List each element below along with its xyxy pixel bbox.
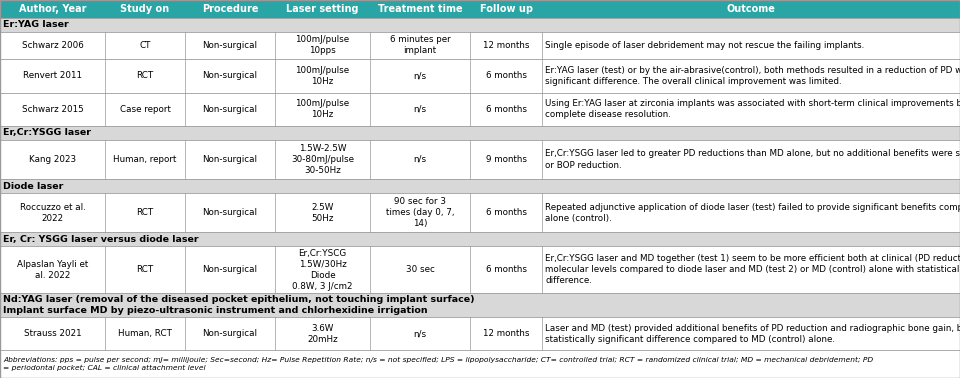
Text: Laser and MD (test) provided additional benefits of PD reduction and radiographi: Laser and MD (test) provided additional … [545,324,960,344]
Bar [0,126,960,140]
Text: Diode laser: Diode laser [3,181,63,191]
Text: 6 months: 6 months [486,208,526,217]
Text: Er, Cr: YSGG laser versus diode laser: Er, Cr: YSGG laser versus diode laser [3,235,199,244]
Text: Case report: Case report [120,105,171,114]
Text: Single episode of laser debridement may not rescue the failing implants.: Single episode of laser debridement may … [545,41,864,50]
Text: Study on: Study on [120,4,170,14]
Text: 6 months: 6 months [486,71,526,80]
Bar [0,293,960,317]
Text: Abbreviations: pps = pulse per second; mJ= millijoule; Sec=second; Hz= Pulse Rep: Abbreviations: pps = pulse per second; m… [3,357,874,371]
Text: Alpaslan Yayli et
al. 2022: Alpaslan Yayli et al. 2022 [17,260,88,280]
Bar [0,0,960,18]
Text: Non-surgical: Non-surgical [203,155,257,164]
Text: Er,Cr:YSGG laser led to greater PD reductions than MD alone, but no additional b: Er,Cr:YSGG laser led to greater PD reduc… [545,149,960,169]
Text: Outcome: Outcome [727,4,776,14]
Text: Non-surgical: Non-surgical [203,105,257,114]
Text: Er,Cr:YSCG
1.5W/30Hz
Diode
0.8W, 3 J/cm2: Er,Cr:YSCG 1.5W/30Hz Diode 0.8W, 3 J/cm2 [292,249,352,291]
Text: Er,Cr:YSGG laser: Er,Cr:YSGG laser [3,129,91,137]
Text: CT: CT [139,41,151,50]
Text: 100mJ/pulse
10pps: 100mJ/pulse 10pps [296,35,349,55]
Text: 12 months: 12 months [483,329,529,338]
Bar [0,232,960,246]
Text: n/s: n/s [414,329,426,338]
Text: n/s: n/s [414,71,426,80]
Bar [0,179,960,193]
Text: Non-surgical: Non-surgical [203,265,257,274]
Text: 6 months: 6 months [486,265,526,274]
Bar [0,59,960,93]
Bar [0,140,960,179]
Bar [0,246,960,293]
Text: n/s: n/s [414,105,426,114]
Text: Non-surgical: Non-surgical [203,71,257,80]
Text: Procedure: Procedure [202,4,258,14]
Text: RCT: RCT [136,208,154,217]
Text: Non-surgical: Non-surgical [203,329,257,338]
Text: Human, RCT: Human, RCT [118,329,172,338]
Bar [0,18,960,31]
Text: 6 months: 6 months [486,105,526,114]
Bar [0,350,960,378]
Text: 90 sec for 3
times (day 0, 7,
14): 90 sec for 3 times (day 0, 7, 14) [386,197,454,228]
Bar [0,31,960,59]
Text: Author, Year: Author, Year [19,4,86,14]
Text: Follow up: Follow up [479,4,533,14]
Text: Strauss 2021: Strauss 2021 [24,329,82,338]
Text: Using Er:YAG laser at zirconia implants was associated with short-term clinical : Using Er:YAG laser at zirconia implants … [545,99,960,119]
Text: Renvert 2011: Renvert 2011 [23,71,82,80]
Text: 1.5W-2.5W
30-80mJ/pulse
30-50Hz: 1.5W-2.5W 30-80mJ/pulse 30-50Hz [291,144,354,175]
Text: 100mJ/pulse
10Hz: 100mJ/pulse 10Hz [296,99,349,119]
Text: RCT: RCT [136,71,154,80]
Text: Human, report: Human, report [113,155,177,164]
Text: Non-surgical: Non-surgical [203,41,257,50]
Text: 100mJ/pulse
10Hz: 100mJ/pulse 10Hz [296,66,349,86]
Text: Er:YAG laser (test) or by the air-abrasive(control), both methods resulted in a : Er:YAG laser (test) or by the air-abrasi… [545,66,960,86]
Text: Schwarz 2015: Schwarz 2015 [22,105,84,114]
Text: Nd:YAG laser (removal of the diseased pocket epithelium, not touching implant su: Nd:YAG laser (removal of the diseased po… [3,295,474,315]
Text: Kang 2023: Kang 2023 [29,155,76,164]
Text: 12 months: 12 months [483,41,529,50]
Text: 2.5W
50Hz: 2.5W 50Hz [311,203,334,223]
Text: 6 minutes per
implant: 6 minutes per implant [390,35,450,55]
Text: 30 sec: 30 sec [405,265,435,274]
Text: 9 months: 9 months [486,155,526,164]
Text: Repeated adjunctive application of diode laser (test) failed to provide signific: Repeated adjunctive application of diode… [545,203,960,223]
Text: Roccuzzo et al.
2022: Roccuzzo et al. 2022 [19,203,85,223]
Text: Er:YAG laser: Er:YAG laser [3,20,69,29]
Bar [0,193,960,232]
Text: Er,Cr:YSGG laser and MD together (test 1) seem to be more efficient both at clin: Er,Cr:YSGG laser and MD together (test 1… [545,254,960,285]
Text: n/s: n/s [414,155,426,164]
Text: 3.6W
20mHz: 3.6W 20mHz [307,324,338,344]
Text: Laser setting: Laser setting [286,4,359,14]
Text: Non-surgical: Non-surgical [203,208,257,217]
Text: Schwarz 2006: Schwarz 2006 [22,41,84,50]
Bar [0,93,960,126]
Bar [0,317,960,350]
Text: Treatment time: Treatment time [377,4,463,14]
Text: RCT: RCT [136,265,154,274]
